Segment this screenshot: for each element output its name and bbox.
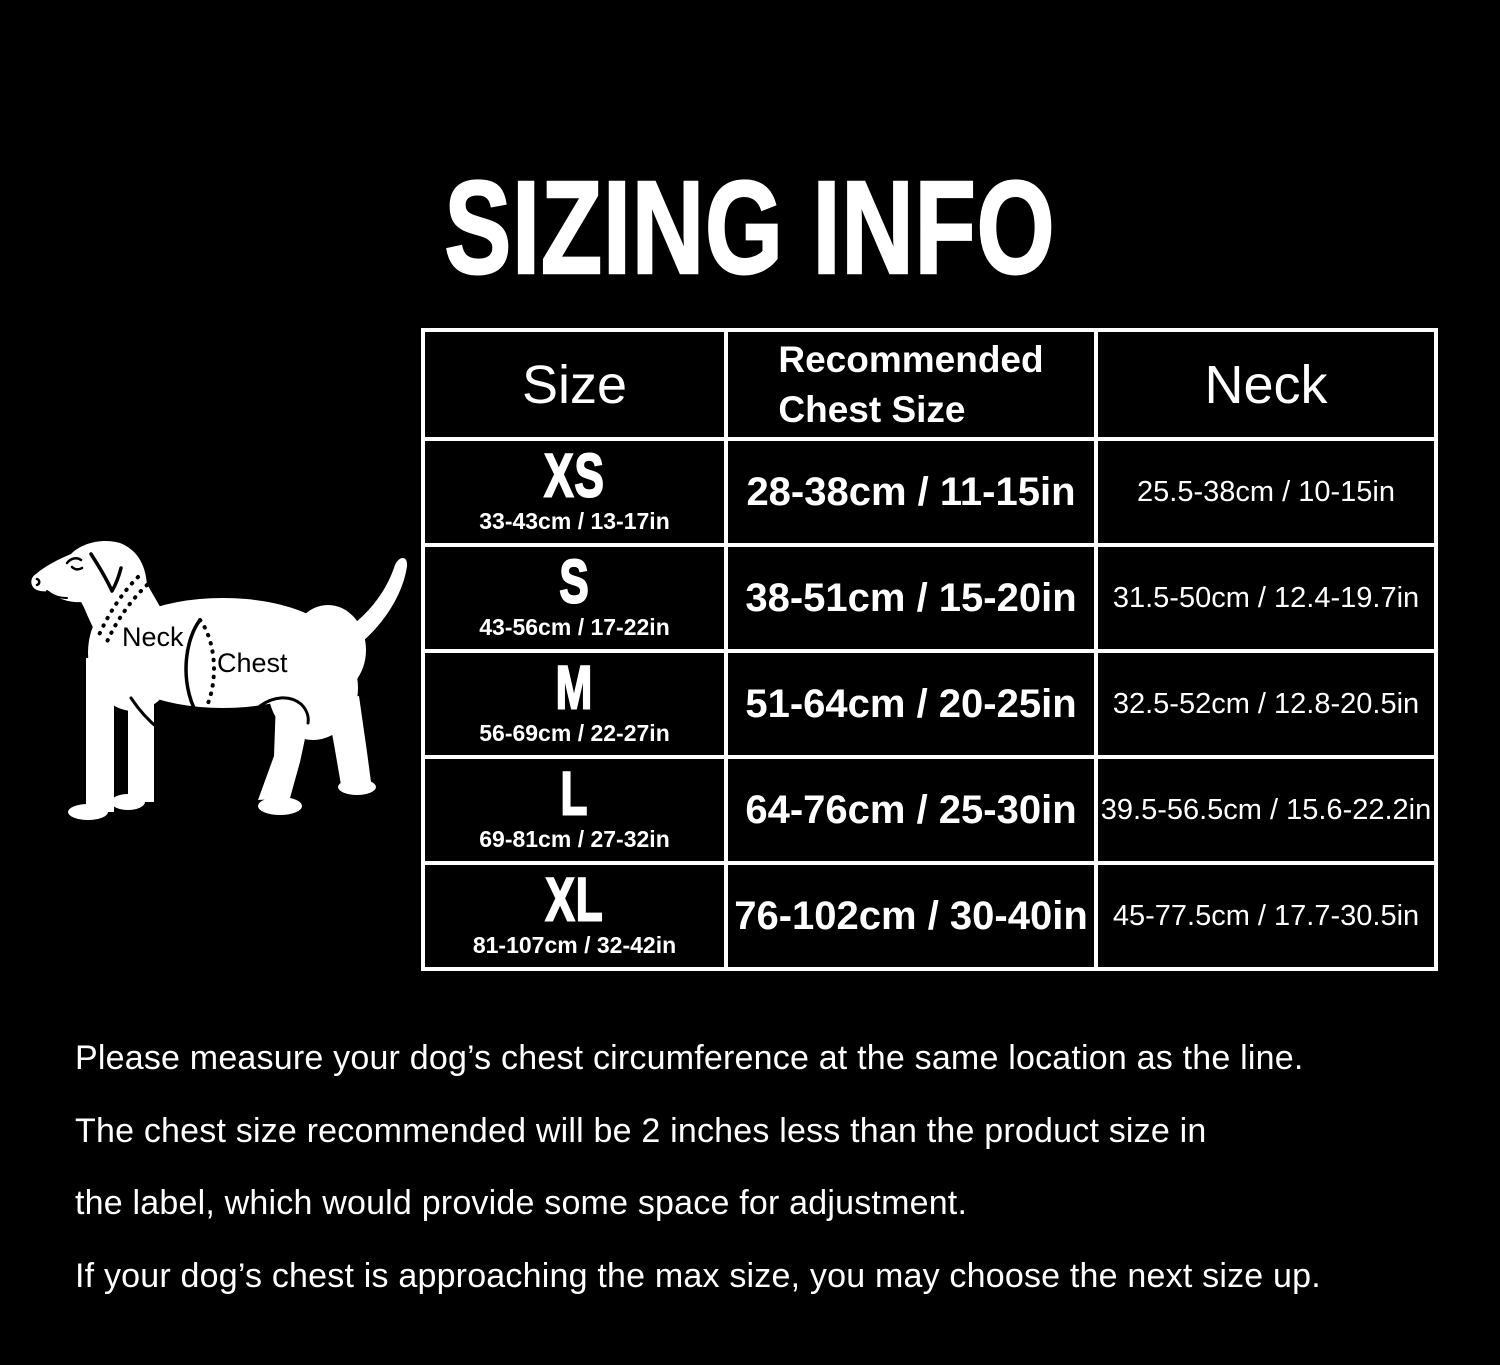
size-cell: L 69-81cm / 27-32in [421,755,728,865]
neck-size-cell: 31.5-50cm / 12.4-19.7in [1094,543,1438,653]
note-line: If your dog’s chest is approaching the m… [75,1256,1321,1295]
neck-size-cell: 45-77.5cm / 17.7-30.5in [1094,861,1438,971]
size-cell: XL 81-107cm / 32-42in [421,861,728,971]
size-range: 33-43cm / 13-17in [479,508,670,534]
note-line: The chest size recommended will be 2 inc… [75,1111,1207,1150]
sizing-table: Size Recommended Chest Size Neck XS 33-43… [421,328,1438,971]
table-row: S 43-56cm / 17-22in 38-51cm / 15-20in 31.5-… [421,543,1438,653]
table-row: M 56-69cm / 22-27in 51-64cm / 20-25in 32.5-… [421,649,1438,759]
size-range: 81-107cm / 32-42in [472,932,677,958]
size-label: XL [545,866,604,936]
col-header-chest-line1: Recommended [778,338,1044,380]
size-range: 43-56cm / 17-22in [479,614,670,640]
chest-size-cell: 38-51cm / 15-20in [724,543,1098,653]
chest-size-cell: 76-102cm / 30-40in [724,861,1098,971]
dog-mouth [46,590,68,599]
col-header-chest-line2: Chest Size [778,388,966,430]
dog-silhouette-graphic: Neck Chest [31,541,408,820]
size-label: XS [543,442,605,512]
col-header-chest: Recommended Chest Size [724,328,1098,441]
dog-eye [65,557,83,565]
note-line: the label, which would provide some spac… [75,1184,968,1222]
dog-shoulder-line [129,696,161,731]
chest-size-cell: 64-76cm / 25-30in [724,755,1098,865]
sizing-notes: Please measure your dog’s chest circumfe… [75,1022,1485,1312]
note-line: Please measure your dog’s chest circumfe… [75,1039,1304,1077]
chest-size-cell: 28-38cm / 11-15in [724,437,1098,547]
dog-nose-detail [35,577,41,587]
dog-measurement-diagram: Neck Chest [28,538,433,883]
table-row: XL 81-107cm / 32-42in 76-102cm / 30-40in 45… [421,861,1438,971]
size-label: S [559,548,590,618]
dog-thigh-line [258,696,310,725]
neck-label: Neck [122,622,184,652]
size-range: 56-69cm / 22-27in [479,720,670,746]
neck-measure-line [97,575,149,646]
table-row: L 69-81cm / 27-32in 64-76cm / 25-30in 39.5-… [421,755,1438,865]
size-range: 69-81cm / 27-32in [479,826,670,852]
size-label: M [555,654,594,724]
table-row: XS 33-43cm / 13-17in 28-38cm / 11-15in 25.5… [421,437,1438,547]
chest-measure-line [184,618,217,720]
table-header-row: Size Recommended Chest Size Neck [421,328,1438,441]
size-cell: XS 33-43cm / 13-17in [421,437,728,547]
chest-label: Chest [217,648,288,678]
size-cell: S 43-56cm / 17-22in [421,543,728,653]
neck-size-cell: 39.5-56.5cm / 15.6-22.2in [1094,755,1438,865]
dog-body [31,541,408,820]
dog-head [31,541,147,646]
dog-face-details [35,552,310,731]
page-title: SIZING INFO [444,154,1056,302]
chest-size-cell: 51-64cm / 20-25in [724,649,1098,759]
col-header-neck: Neck [1094,328,1438,441]
neck-size-cell: 32.5-52cm / 12.8-20.5in [1094,649,1438,759]
neck-size-cell: 25.5-38cm / 10-15in [1094,437,1438,547]
size-label: L [560,760,589,830]
col-header-size: Size [421,328,728,441]
size-cell: M 56-69cm / 22-27in [421,649,728,759]
dog-ear [89,552,123,593]
